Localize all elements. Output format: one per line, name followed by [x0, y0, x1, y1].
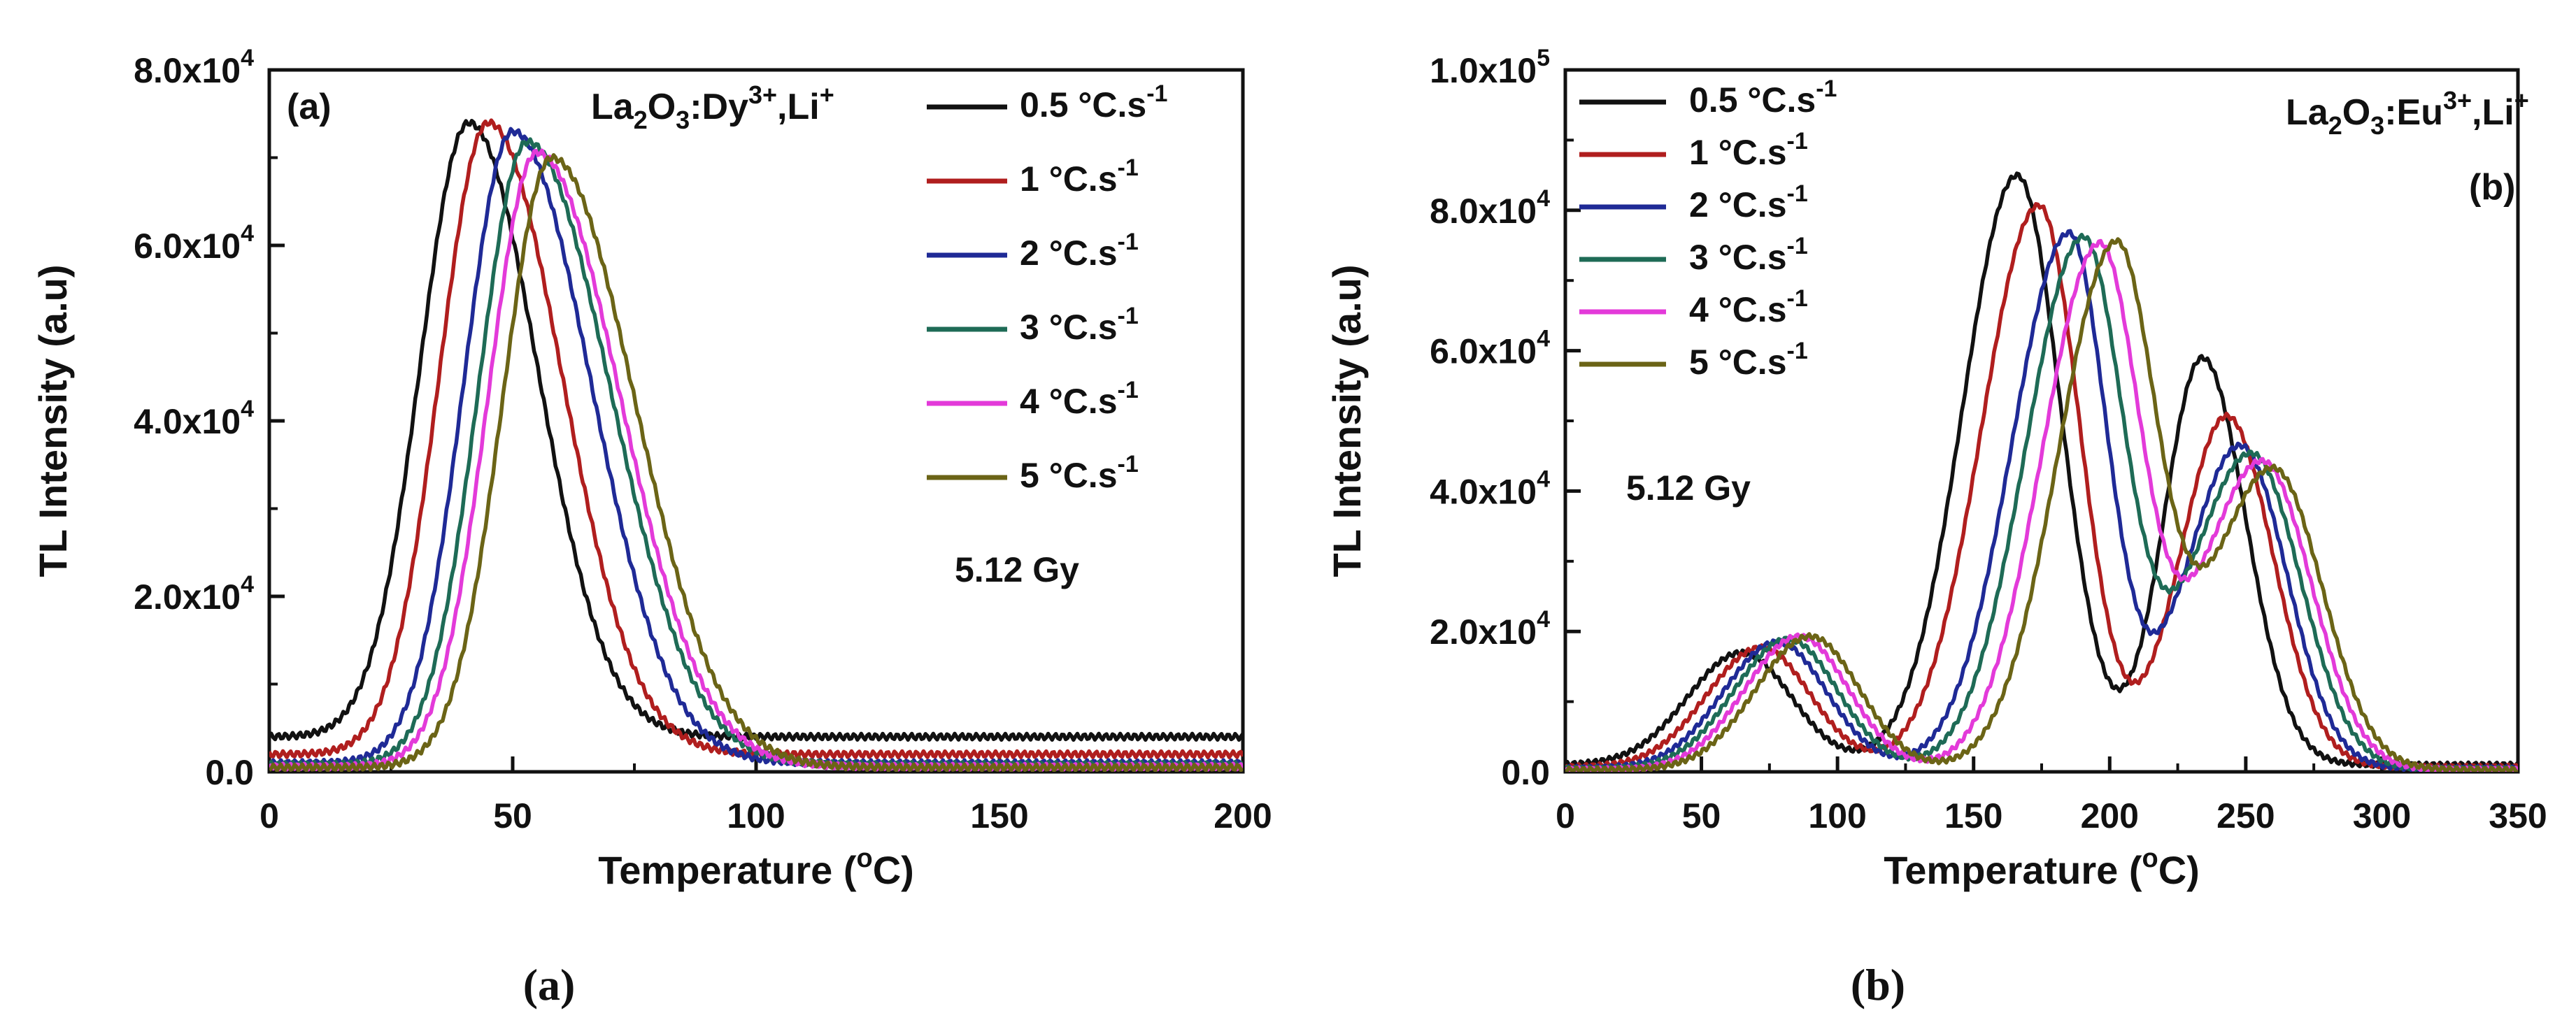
y-tick-label: 6.0x104: [1430, 326, 1550, 371]
y-tick-label: 4.0x104: [1430, 466, 1550, 511]
x-tick-label: 200: [1214, 796, 1272, 835]
series-line-1-c-per-s: [1565, 202, 2518, 772]
y-tick-label: 8.0x104: [134, 45, 254, 90]
x-tick-label: 300: [2353, 796, 2411, 835]
x-tick-label: 150: [1944, 796, 2002, 835]
x-tick-label: 250: [2216, 796, 2275, 835]
x-tick-label: 0: [1556, 796, 1575, 835]
y-tick-label: 0.0: [205, 753, 254, 792]
x-tick-label: 100: [727, 796, 785, 835]
legend-label: 2 °C.s-1: [1020, 229, 1139, 273]
y-tick-label: 0.0: [1501, 753, 1550, 792]
y-tick-label: 2.0x104: [134, 571, 254, 617]
y-tick-label: 2.0x104: [1430, 606, 1550, 652]
material-label: La2O3:Eu3+,Li+: [2286, 86, 2529, 140]
series-line-0_5-c-per-s: [1565, 171, 2518, 770]
figure-caption: (a): [523, 960, 576, 1010]
x-tick-label: 100: [1808, 796, 1866, 835]
x-tick-label: 0: [259, 796, 279, 835]
x-tick-label: 350: [2489, 796, 2547, 835]
y-axis-title: TL Intensity (a.u): [31, 265, 75, 577]
x-tick-label: 150: [970, 796, 1028, 835]
dose-label: 5.12 Gy: [955, 550, 1079, 589]
legend-label: 0.5 °C.s-1: [1689, 76, 1837, 120]
legend-label: 1 °C.s-1: [1020, 155, 1139, 199]
x-tick-label: 50: [493, 796, 532, 835]
x-tick-label: 200: [2081, 796, 2139, 835]
series-group: [1565, 171, 2518, 772]
legend-label: 4 °C.s-1: [1689, 285, 1808, 329]
x-axis-title: Temperature (oC): [1884, 844, 2200, 892]
panel-tag: (a): [287, 87, 332, 127]
figure-caption: (b): [1851, 960, 1905, 1010]
legend-label: 0.5 °C.s-1: [1020, 80, 1167, 124]
dose-label: 5.12 Gy: [1626, 468, 1751, 508]
y-tick-label: 6.0x104: [134, 220, 254, 266]
series-line-4-c-per-s: [1565, 238, 2518, 772]
y-tick-label: 1.0x105: [1430, 45, 1550, 90]
series-line-3-c-per-s: [1565, 232, 2518, 772]
series-line-2-c-per-s: [1565, 229, 2518, 772]
y-axis-title: TL Intensity (a.u): [1325, 265, 1369, 577]
y-tick-label: 8.0x104: [1430, 185, 1550, 231]
panel-tag: (b): [2469, 167, 2515, 208]
x-tick-label: 50: [1682, 796, 1721, 835]
series-group: [269, 118, 1243, 772]
material-label: La2O3:Dy3+,Li+: [591, 80, 834, 134]
y-tick-label: 4.0x104: [134, 396, 254, 441]
series-line-5-c-per-s: [1565, 237, 2518, 772]
x-axis-title: Temperature (oC): [598, 844, 914, 892]
series-line-5-c-per-s: [269, 153, 1243, 772]
